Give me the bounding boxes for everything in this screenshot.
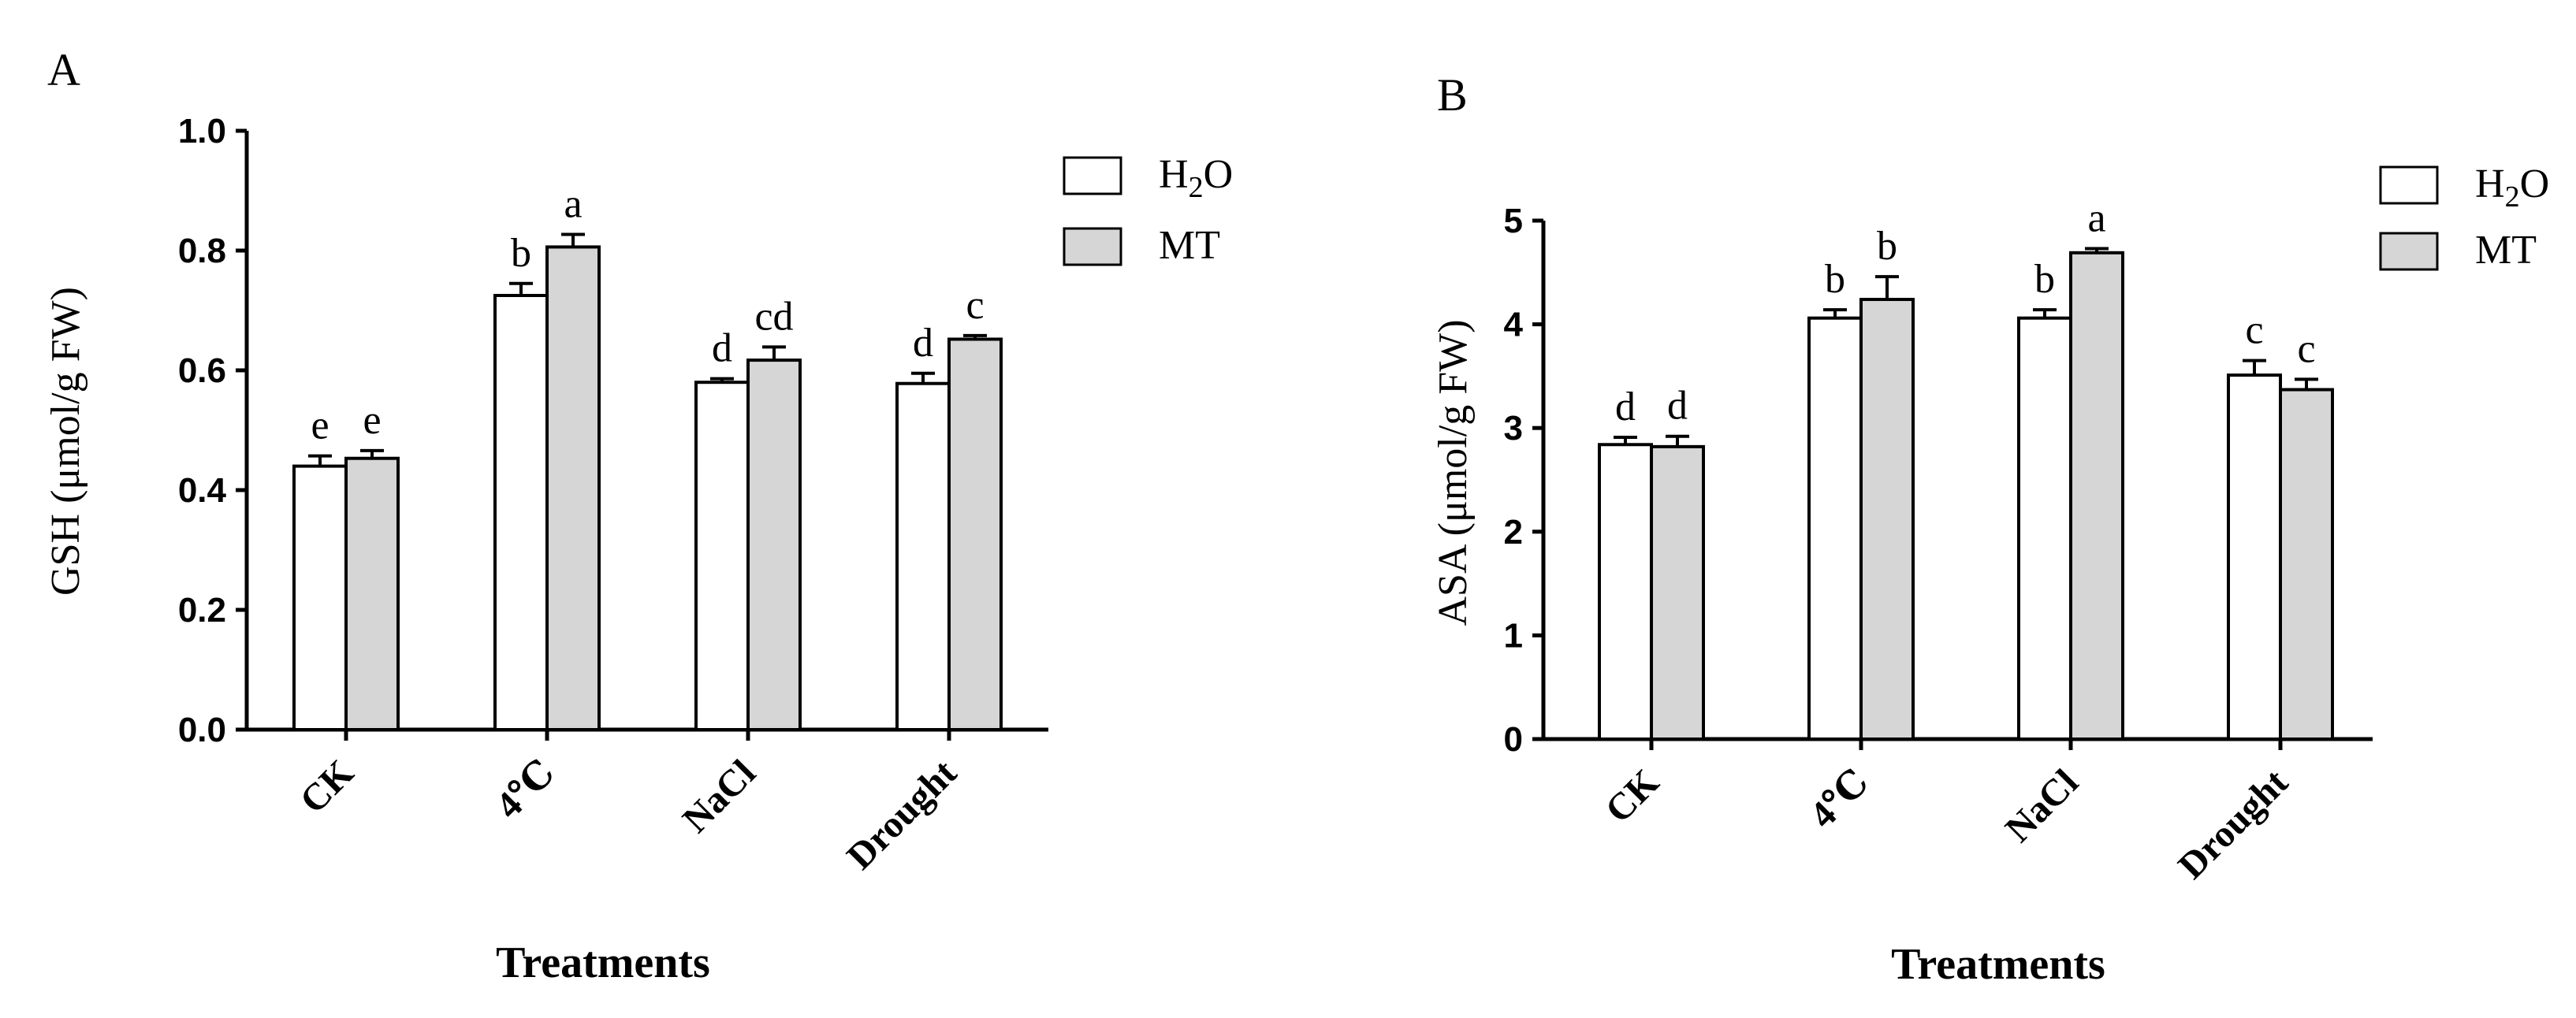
panel-a-legend: H2O MT <box>1063 152 1233 268</box>
panel-b-letter: B <box>1437 69 1468 121</box>
panel-a: A 0.00.20.40.60.81.0e eCKba4℃dcdNaCldcDro… <box>43 44 1233 987</box>
legend-b-mt-swatch <box>2379 232 2439 271</box>
significance-letter: b <box>511 231 531 276</box>
significance-letter: d <box>913 321 933 366</box>
legend-a-mt-label: MT <box>1159 223 1220 268</box>
legend-b-mt-label: MT <box>2475 228 2537 273</box>
bar-h2o <box>694 381 750 731</box>
x-tick-label: 4℃ <box>1802 761 1877 836</box>
x-tick-label: NaCl <box>675 752 764 841</box>
x-tick-label: NaCl <box>1997 761 2086 850</box>
y-tick-label: 0.6 <box>178 351 226 390</box>
bar-mt <box>2279 388 2334 741</box>
x-tick-label: 4℃ <box>488 752 563 827</box>
legend-a-mt-swatch <box>1063 227 1122 266</box>
significance-letter: c <box>2297 326 2315 371</box>
significance-letter: c <box>966 283 984 328</box>
legend-b-h2o-swatch <box>2379 165 2439 205</box>
significance-letter: a <box>2087 196 2105 241</box>
y-tick-label: 0.8 <box>178 232 226 270</box>
bar-mt <box>1650 444 1705 741</box>
bar-mt <box>344 456 400 731</box>
y-tick-label: 0.0 <box>178 711 226 749</box>
panel-b-x-axis-label: Treatments <box>1891 940 2105 989</box>
bar-h2o <box>292 464 348 731</box>
significance-letter: d <box>1667 384 1688 429</box>
y-tick-label: 3 <box>1504 409 1523 448</box>
significance-letter: e <box>311 403 329 448</box>
y-tick-label: 2 <box>1504 513 1523 552</box>
y-tick-label: 0.2 <box>178 591 226 630</box>
bar-h2o <box>2017 316 2072 741</box>
y-tick-label: 0.4 <box>178 471 227 510</box>
significance-letter: b <box>2034 257 2055 302</box>
bar-mt <box>947 337 1003 731</box>
y-tick-label: 4 <box>1504 306 1524 344</box>
y-tick-label: 1 <box>1504 616 1523 655</box>
panel-a-x-axis-label: Treatments <box>496 938 710 987</box>
significance-letter: b <box>1877 224 1897 269</box>
panel-a-letter: A <box>47 44 80 95</box>
bar-mt <box>746 359 802 731</box>
x-tick-label: CK <box>292 752 361 821</box>
y-tick-label: 5 <box>1504 202 1523 240</box>
panel-a-plot: 0.00.20.40.60.81.0e eCKba4℃dcdNaCldcDroug… <box>178 112 1048 878</box>
x-tick-label: CK <box>1597 761 1666 830</box>
significance-letter: b <box>1825 257 1845 302</box>
bar-h2o <box>493 294 549 731</box>
significance-letter: d <box>712 326 732 371</box>
y-tick-label: 0 <box>1504 720 1523 759</box>
legend-b-h2o-label: H2O <box>2475 162 2549 214</box>
bar-h2o <box>2227 373 2282 741</box>
panel-b-legend: H2O MT <box>2379 162 2549 273</box>
bar-mt <box>545 245 601 731</box>
y-tick-label: 1.0 <box>178 112 226 150</box>
significance-letter: c <box>2245 308 2263 353</box>
significance-letter: cd <box>754 294 793 339</box>
x-tick-label: Drought <box>839 752 964 877</box>
panel-a-y-axis-label: GSH (μmol/g FW) <box>43 287 88 596</box>
significance-letter: a <box>564 181 582 226</box>
bar-h2o <box>895 381 951 731</box>
significance-letter: e <box>363 398 381 443</box>
bar-mt <box>2069 251 2124 741</box>
significance-letter: d <box>1615 385 1636 429</box>
legend-a-h2o-label: H2O <box>1159 152 1233 204</box>
bar-h2o <box>1807 316 1863 741</box>
legend-a-h2o-swatch <box>1063 156 1122 195</box>
panel-b-y-axis-label: ASA (μmol/g FW) <box>1431 319 1476 626</box>
x-tick-label: Drought <box>2170 761 2295 886</box>
bar-h2o <box>1598 443 1653 741</box>
bar-mt <box>1859 298 1915 741</box>
